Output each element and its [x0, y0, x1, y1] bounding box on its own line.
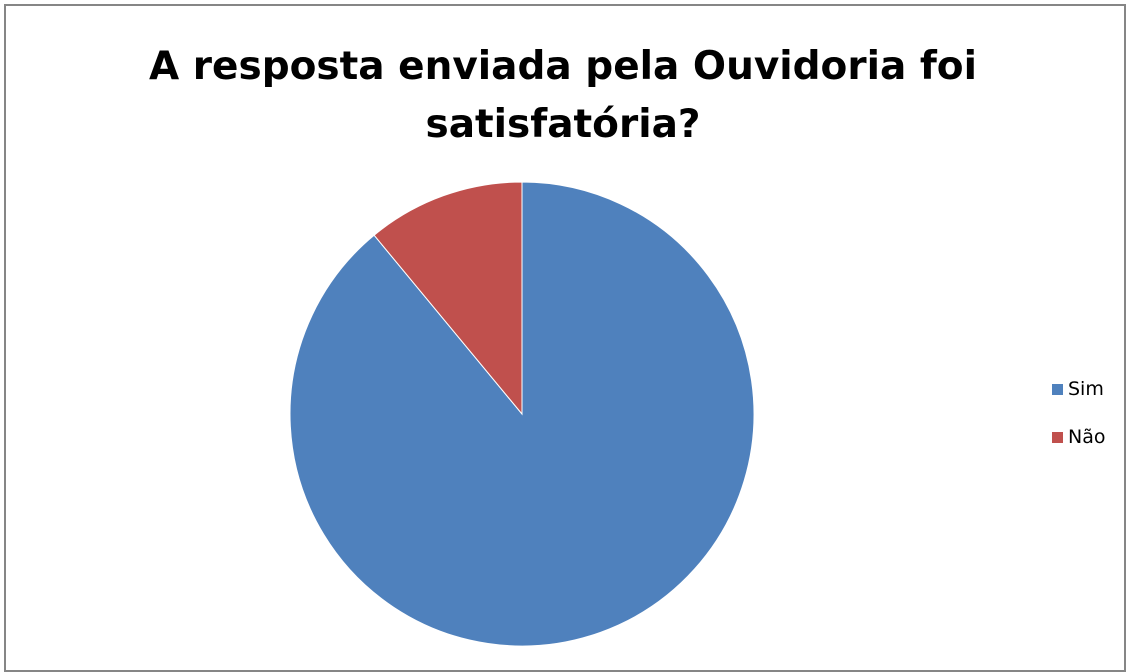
chart-title: A resposta enviada pela Ouvidoria foi sa…: [149, 44, 977, 147]
legend-label-nao: Não: [1068, 426, 1106, 448]
pie-slices: [289, 181, 755, 647]
legend-item-sim: Sim: [1052, 375, 1105, 403]
legend-item-nao: Não: [1052, 423, 1105, 451]
legend-swatch-nao: [1052, 431, 1063, 443]
legend-label-sim: Sim: [1068, 378, 1104, 400]
pie-slice-nao: [373, 181, 523, 416]
legend-swatch-sim: [1052, 383, 1063, 395]
legend: Sim Não: [1052, 375, 1105, 471]
